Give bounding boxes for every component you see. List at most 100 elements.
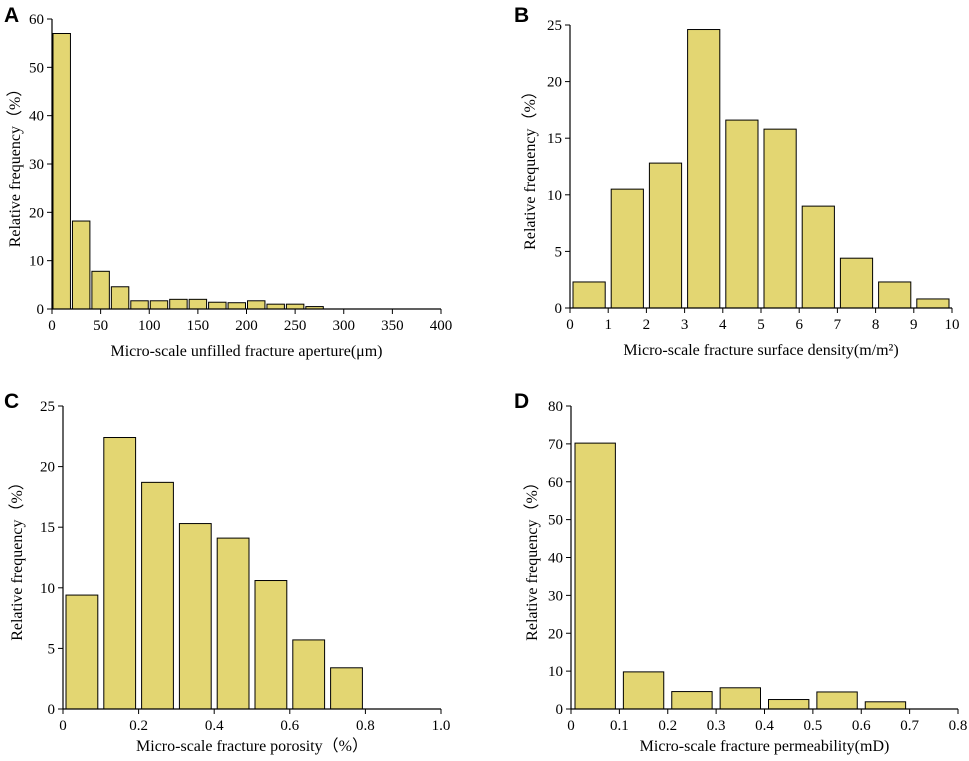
y-tick-label: 20 — [547, 75, 562, 91]
y-tick-label: 30 — [29, 157, 44, 173]
y-axis-title: Relative frequency（%） — [8, 474, 26, 641]
bar — [208, 301, 227, 310]
y-tick-label: 80 — [548, 399, 563, 415]
bar — [610, 188, 644, 309]
bar — [574, 442, 616, 710]
x-tick-label: 0.1 — [610, 718, 629, 734]
x-tick-label: 0.5 — [804, 718, 823, 734]
x-tick-label: 6 — [795, 317, 803, 333]
bar — [149, 300, 169, 310]
y-tick-label: 50 — [29, 60, 44, 76]
x-tick-label: 0.6 — [280, 718, 299, 734]
y-tick-label: 60 — [29, 12, 44, 28]
y-tick-label: 0 — [48, 702, 56, 718]
x-tick-label: 2 — [643, 317, 651, 333]
x-tick-label: 10 — [945, 317, 960, 333]
x-tick-label: 0 — [567, 718, 575, 734]
y-tick-label: 70 — [548, 437, 563, 453]
y-tick-label: 25 — [547, 18, 562, 34]
bar — [719, 687, 761, 710]
bar — [188, 298, 208, 310]
panel-c: 0 0.2 0.4 0.6 0.8 1.0 0 5 10 15 20 25 Micro-scale fr… — [4, 390, 450, 755]
panel-d: 0 0.1 0.2 0.3 0.4 0.5 0.6 0.7 0.8 0 10 20 30 40 50 60 70… — [514, 390, 967, 755]
y-tick-label: 20 — [40, 460, 55, 476]
bar — [801, 205, 835, 309]
x-axis-title: Micro-scale fracture permeability(mD) — [640, 738, 890, 755]
x-axis-title: Micro-scale fracture porosity（%） — [136, 737, 368, 755]
bar — [763, 128, 797, 309]
bar — [247, 300, 266, 310]
bar — [141, 481, 174, 710]
bar — [687, 29, 721, 309]
x-tick-label: 4 — [719, 317, 727, 333]
bar — [622, 671, 665, 710]
x-tick-label: 1 — [604, 317, 612, 333]
y-tick-label: 15 — [40, 520, 55, 536]
y-tick-label: 10 — [547, 188, 562, 204]
bar — [254, 580, 288, 710]
x-tick-label: 5 — [757, 317, 765, 333]
x-tick-label: 50 — [93, 318, 108, 334]
x-tick-label: 0.6 — [852, 718, 871, 734]
x-axis-title: Micro-scale fracture surface density(m/m… — [623, 342, 898, 359]
bar — [65, 594, 99, 710]
x-tick-label: 250 — [284, 318, 307, 334]
y-tick-label: 10 — [548, 664, 563, 680]
y-axis-title: Relative frequency（%） — [521, 83, 539, 250]
y-tick-label: 25 — [40, 399, 55, 415]
x-tick-label: 0.8 — [949, 718, 968, 734]
bar — [725, 119, 759, 309]
y-tick-label: 5 — [48, 641, 56, 657]
y-tick-label: 10 — [40, 581, 55, 597]
y-tick-label: 10 — [29, 254, 44, 270]
x-tick-label: 0 — [48, 318, 56, 334]
panel-letter: D — [514, 390, 529, 413]
bar — [91, 270, 110, 310]
x-tick-label: 0.2 — [129, 718, 148, 734]
bar — [864, 701, 907, 710]
y-tick-label: 0 — [556, 702, 564, 718]
x-tick-label: 350 — [381, 318, 404, 334]
bar — [878, 281, 912, 309]
bar — [839, 257, 874, 309]
panel-letter: C — [4, 390, 19, 413]
x-tick-label: 3 — [681, 317, 689, 333]
y-tick-label: 40 — [548, 551, 563, 567]
panel-letter: A — [4, 4, 19, 27]
y-tick-label: 50 — [548, 513, 563, 529]
x-tick-label: 8 — [872, 317, 880, 333]
y-tick-label: 15 — [547, 131, 562, 147]
bar — [285, 303, 305, 310]
bar — [227, 302, 247, 310]
bar — [768, 699, 810, 710]
y-tick-label: 30 — [548, 588, 563, 604]
y-tick-label: 5 — [555, 244, 563, 260]
bar — [648, 162, 683, 309]
y-tick-label: 0 — [37, 302, 45, 318]
bar — [916, 298, 950, 309]
x-tick-label: 0.8 — [356, 718, 375, 734]
y-tick-label: 20 — [29, 205, 44, 221]
panel-b: 0 1 2 3 4 5 6 7 8 9 10 0 5 10 15 20 25 Micro-scale fractu… — [514, 4, 960, 359]
bar — [130, 300, 149, 310]
bar — [169, 298, 188, 310]
x-tick-label: 0.4 — [755, 718, 774, 734]
x-tick-label: 0.4 — [205, 718, 224, 734]
panel-letter: B — [514, 4, 529, 27]
y-axis-title: Relative frequency（%） — [6, 81, 24, 248]
bar — [110, 286, 130, 310]
x-tick-label: 0 — [59, 718, 67, 734]
bar — [52, 33, 71, 310]
y-tick-label: 40 — [29, 109, 44, 125]
bar — [816, 691, 858, 710]
bar — [266, 303, 285, 310]
x-tick-label: 0.3 — [707, 718, 726, 734]
y-tick-label: 60 — [548, 475, 563, 491]
x-tick-label: 1.0 — [432, 718, 451, 734]
bar — [671, 691, 713, 710]
x-tick-label: 200 — [235, 318, 258, 334]
y-tick-label: 20 — [548, 626, 563, 642]
x-tick-label: 150 — [187, 318, 210, 334]
bar — [178, 523, 212, 710]
